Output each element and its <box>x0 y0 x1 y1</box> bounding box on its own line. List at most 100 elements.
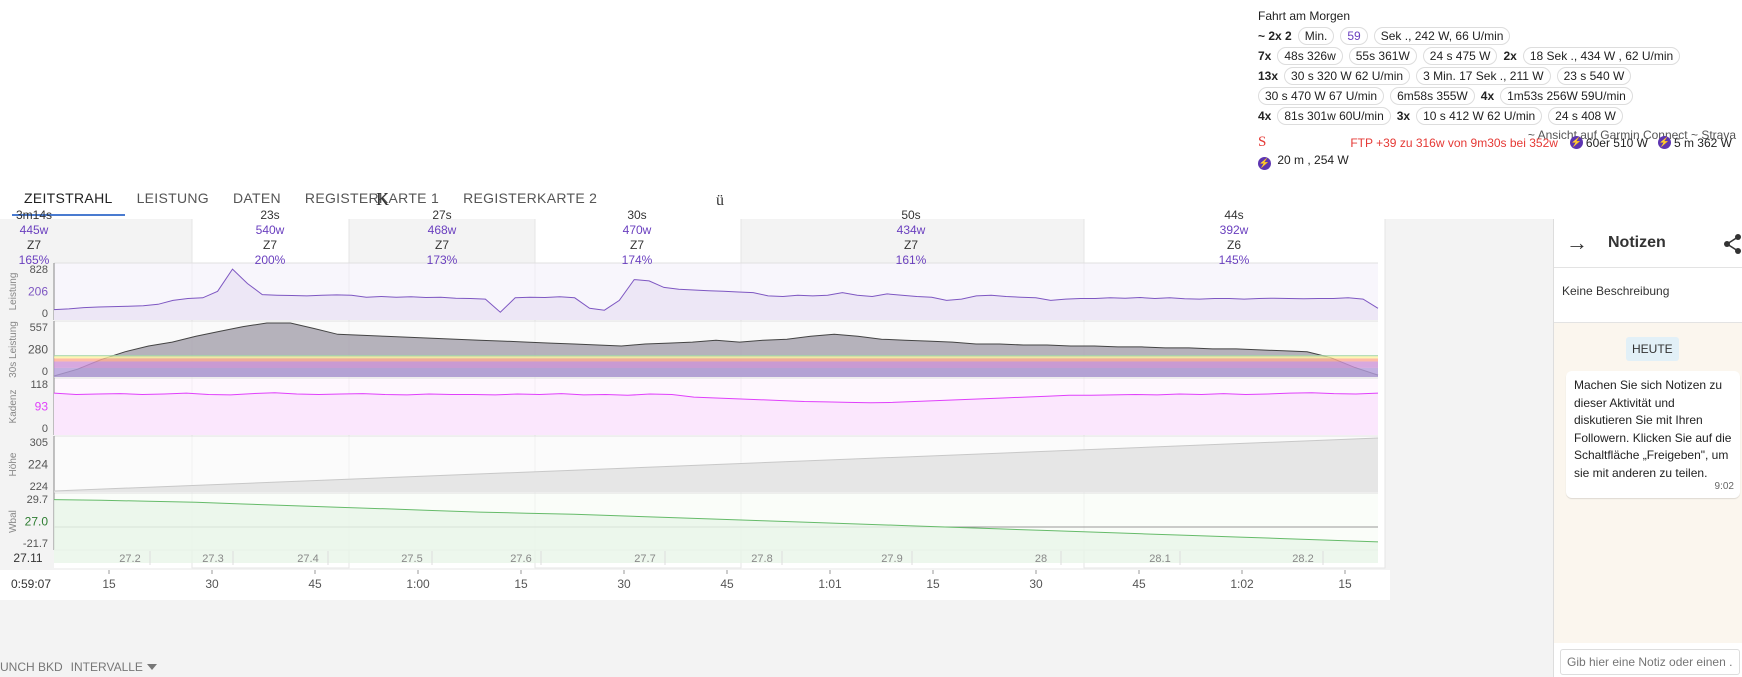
ftp-row-2: ⚡ 20 m , 254 W <box>1258 153 1349 170</box>
tab-zeitstrahl[interactable]: ZEITSTRAHL <box>12 182 125 216</box>
interval-dur: 44s <box>1224 208 1244 222</box>
interval-label[interactable]: 23s 540w Z7 200% <box>230 208 310 268</box>
interval-chip: Sek ., 242 W, 66 U/min <box>1373 27 1511 45</box>
time-tick: 45 <box>308 577 322 591</box>
tab-registerkarte-1[interactable]: REGISTERKARTE 1 <box>304 190 440 206</box>
distance-tick: 27.3 <box>202 553 223 565</box>
note-input[interactable] <box>1560 649 1740 675</box>
interval-pct: 173% <box>426 253 458 267</box>
stray-glyph: ü <box>716 192 724 209</box>
interval-pct: 145% <box>1218 253 1250 267</box>
activity-summary: Fahrt am Morgen ~ 2x 2 Min. 59 Sek ., 242 W… <box>1258 6 1742 146</box>
bolt-icon: ⚡ <box>1657 136 1671 149</box>
interval-dur: 30s <box>627 208 647 222</box>
time-tick: 1:00 <box>406 577 430 591</box>
interval-watts: 470w <box>622 223 652 237</box>
distance-tick: 27.4 <box>297 553 318 565</box>
axis-tick-label: 0 <box>42 308 48 320</box>
interval-chip: 48s 326w <box>1277 47 1343 65</box>
distance-tick: 28.2 <box>1292 553 1313 565</box>
strava-mark: S <box>1258 134 1267 150</box>
time-tick: 15 <box>514 577 528 591</box>
time-tick: 1:02 <box>1230 577 1254 591</box>
distance-tick: 27.8 <box>751 553 772 565</box>
wbal-area <box>54 499 1378 563</box>
share-icon[interactable] <box>1722 233 1742 260</box>
interval-dur: 50s <box>901 208 921 222</box>
stray-glyph: K <box>376 189 389 209</box>
tab-leistung[interactable]: LEISTUNG <box>136 190 209 206</box>
cadence-line <box>53 392 1379 404</box>
interval-label[interactable]: 50s 434w Z7 161% <box>871 208 951 268</box>
distance-tick: 27.5 <box>401 553 422 565</box>
distance-start: 27.11 <box>13 551 42 565</box>
axis-tick-label: 93 <box>35 400 49 414</box>
axis-tick-label: 557 <box>30 322 48 334</box>
p30-line <box>53 322 1379 377</box>
note-message: Machen Sie sich Notizen zu dieser Aktivi… <box>1566 371 1740 498</box>
interval-watts: 540w <box>255 223 285 237</box>
interval-zone: Z7 <box>903 238 918 252</box>
axis-tick-label: -21.7 <box>23 538 48 550</box>
interval-label[interactable]: 27s 468w Z7 173% <box>402 208 482 268</box>
intervals-label: INTERVALLE <box>70 660 143 674</box>
summary-row: 7x 48s 326w 55s 361W 24 s 475 W 2x 18 Sek ., … <box>1258 46 1742 66</box>
time-tick: 15 <box>1338 577 1352 591</box>
interval-label[interactable]: 30s 470w Z7 174% <box>597 208 677 268</box>
interval-dur: 23s <box>260 208 280 222</box>
caret-down-icon <box>146 664 157 670</box>
time-tick: 15 <box>102 577 116 591</box>
interval-watts: 445w <box>19 223 49 237</box>
summary-row: 30 s 470 W 67 U/min 6m58s 355W 4x 1m53s 256… <box>1258 86 1742 106</box>
distance-tick: 27.2 <box>119 553 140 565</box>
interval-zone: Z7 <box>629 238 644 252</box>
zone-band <box>54 355 1378 357</box>
note-time: 9:02 <box>1714 480 1734 492</box>
interval-label[interactable]: 44s 392w Z6 145% <box>1194 208 1274 268</box>
time-tick: 15 <box>926 577 940 591</box>
summary-row: 13x 30 s 320 W 62 U/min 3 Min. 17 Sek ., 2… <box>1258 66 1742 86</box>
time-tick: 1:01 <box>818 577 842 591</box>
zone-band <box>54 367 1378 377</box>
axis-tick-label: 224 <box>28 458 48 472</box>
interval-zone: Z7 <box>26 238 41 252</box>
distance-tick: 28.1 <box>1149 553 1170 565</box>
intervals-menu[interactable]: INTERVALLE <box>71 660 157 674</box>
interval-chip: 10 s 412 W 62 U/min <box>1416 107 1543 125</box>
distance-tick: 27.9 <box>881 553 902 565</box>
interval-pct: 165% <box>18 253 50 267</box>
interval-dur: 3m14s <box>15 208 53 222</box>
zone-band <box>54 361 1378 368</box>
power-area <box>54 269 1378 320</box>
panel-label: Höhe <box>8 452 19 476</box>
summary-row: ~ 2x 2 Min. 59 Sek ., 242 W, 66 U/min <box>1258 26 1742 46</box>
interval-chip: 24 s 475 W <box>1422 47 1498 65</box>
repeat-count: 7x <box>1258 49 1272 63</box>
time-tick: 45 <box>720 577 734 591</box>
interval-label[interactable]: 3m14s 445w Z7 165% <box>0 208 74 268</box>
panel-label: Wbal <box>8 510 19 533</box>
note-text: Machen Sie sich Notizen zu dieser Aktivi… <box>1574 378 1732 480</box>
axis-tick-label: 828 <box>30 264 48 276</box>
interval-chip: 55s 361W <box>1348 47 1417 65</box>
ftp-text: FTP +39 zu 316w von 9m30s bei 352w <box>1350 135 1558 150</box>
time-tick: 30 <box>617 577 631 591</box>
tab-daten[interactable]: DATEN <box>233 190 281 206</box>
distance-tick: 27.6 <box>510 553 531 565</box>
footer-label: UNCH BKD <box>0 660 63 674</box>
summary-row: 4x 81s 301w 60U/min 3x 10 s 412 W 62 U/min 2… <box>1258 106 1742 126</box>
zone-band <box>54 358 1378 362</box>
tab-bar: ZEITSTRAHL LEISTUNG DATEN REGISTERKARTE … <box>12 182 609 216</box>
interval-chip: 81s 301w 60U/min <box>1277 107 1391 125</box>
repeat-count: 4x <box>1258 109 1272 123</box>
interval-watts: 392w <box>1219 223 1249 237</box>
interval-pct: 200% <box>254 253 286 267</box>
axis-tick-label: 305 <box>30 437 48 449</box>
axis-tick-label: 206 <box>28 285 48 299</box>
repeat-count: 4x <box>1480 89 1495 103</box>
arrow-right-icon[interactable]: → <box>1566 230 1588 255</box>
power-line <box>53 268 1379 313</box>
tab-registerkarte-2[interactable]: REGISTERKARTE 2 <box>463 190 598 206</box>
axis-tick-label: 224 <box>30 481 48 493</box>
